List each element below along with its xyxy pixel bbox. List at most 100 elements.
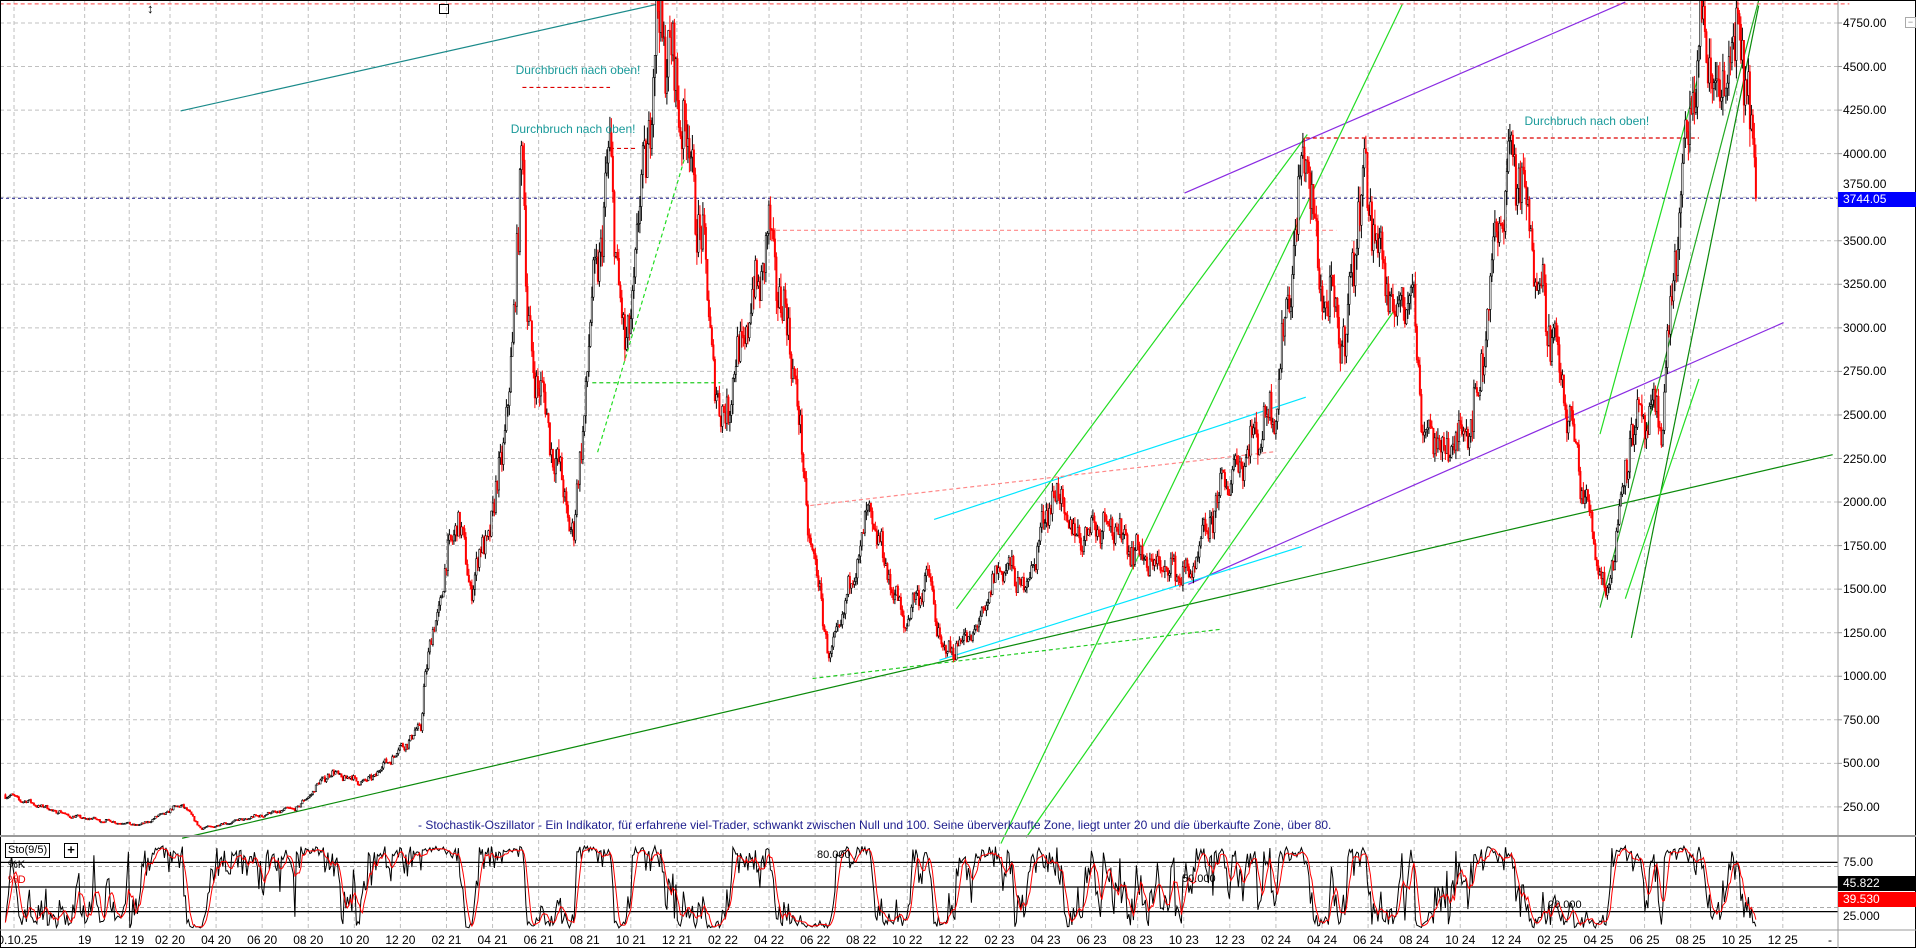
candle-body xyxy=(224,822,227,825)
candle-body xyxy=(1280,322,1283,370)
candle-body xyxy=(1696,60,1699,108)
plus-icon[interactable]: + xyxy=(64,843,78,858)
candle-body xyxy=(1699,0,1702,47)
candle-body xyxy=(17,796,20,801)
candle-body xyxy=(1516,187,1519,206)
candle-body xyxy=(1502,228,1505,232)
candle-body xyxy=(1130,547,1133,566)
candle-body xyxy=(1042,511,1045,524)
candle-body xyxy=(1591,511,1594,533)
candle-body xyxy=(1747,71,1750,96)
candle-body xyxy=(596,256,599,282)
candle-body xyxy=(536,375,539,389)
candle-body xyxy=(1519,167,1522,203)
candle-body xyxy=(470,585,473,601)
candle-body xyxy=(719,415,722,427)
candle-body xyxy=(1369,201,1372,216)
candle-body xyxy=(883,557,886,566)
candle-body xyxy=(590,296,593,323)
chart-annotation[interactable]: Durchbruch nach oben! xyxy=(1524,114,1650,129)
candle-body xyxy=(1496,231,1499,243)
candle-body xyxy=(1063,497,1066,514)
candle-body xyxy=(1486,309,1489,341)
candle-body xyxy=(461,526,464,529)
candle-body xyxy=(1739,23,1742,61)
up-down-arrow-icon[interactable]: ↕ xyxy=(147,1,154,16)
candle-body xyxy=(890,589,893,594)
chart-annotation[interactable]: Durchbruch nach oben! xyxy=(515,63,641,78)
candle-body xyxy=(1390,294,1393,296)
stochastic-title[interactable]: Sto(9/5) xyxy=(5,843,51,858)
candle-body xyxy=(973,629,976,634)
candle-body xyxy=(1201,524,1204,539)
candle-body xyxy=(931,581,934,591)
candle-body xyxy=(365,780,368,782)
candle-body xyxy=(1115,526,1118,530)
candle-body xyxy=(713,359,716,401)
trendline xyxy=(939,545,1303,661)
candle-body xyxy=(1732,36,1735,43)
candle-body xyxy=(1666,330,1669,368)
candle-body xyxy=(1175,576,1178,582)
candle-body xyxy=(1097,529,1100,534)
candle-body xyxy=(1079,537,1082,551)
candle-body xyxy=(1000,570,1003,573)
candle-body xyxy=(1256,433,1259,456)
candle-body xyxy=(293,808,296,811)
candle-body xyxy=(1435,437,1438,450)
candle-body xyxy=(724,411,727,424)
candle-body xyxy=(1318,267,1321,290)
price-tick-label: 1000.00 xyxy=(1843,669,1887,684)
candle-body xyxy=(904,627,907,629)
candle-body xyxy=(502,442,505,465)
candle-body xyxy=(1091,515,1094,518)
candle-body xyxy=(1001,571,1004,582)
candle-body xyxy=(514,304,517,307)
candle-body xyxy=(1253,421,1256,429)
candle-body xyxy=(1264,406,1267,417)
candle-body xyxy=(751,289,754,314)
time-axis-scroll[interactable]: - xyxy=(1828,933,1832,947)
candle-body xyxy=(1568,406,1571,422)
chart-annotation[interactable]: Durchbruch nach oben! xyxy=(510,122,636,137)
candle-body xyxy=(505,406,508,431)
candle-body xyxy=(674,58,677,91)
candle-body xyxy=(799,414,802,425)
minus-box-icon[interactable]: − xyxy=(1905,17,1916,28)
candle-body xyxy=(1324,301,1327,309)
candle-body xyxy=(1550,337,1553,362)
candle-body xyxy=(403,746,406,751)
candle-body xyxy=(742,334,745,339)
candle-body xyxy=(887,574,890,580)
candle-body xyxy=(1030,565,1033,579)
candle-body xyxy=(1523,170,1526,187)
legend-d: %D xyxy=(8,874,26,886)
candle-body xyxy=(8,795,11,798)
candle-body xyxy=(205,826,208,828)
candle-body xyxy=(757,281,760,287)
candle-body xyxy=(670,37,673,56)
candle-body xyxy=(1376,233,1379,254)
candle-body xyxy=(1693,92,1696,113)
candle-body xyxy=(188,809,191,813)
candle-body xyxy=(1006,563,1009,571)
square-handle-icon[interactable] xyxy=(439,4,449,14)
candle-body xyxy=(1186,559,1189,567)
candle-body xyxy=(353,775,356,778)
candle-body xyxy=(1273,421,1276,435)
candle-body xyxy=(616,252,619,259)
candle-body xyxy=(740,331,743,336)
candle-body xyxy=(1742,40,1745,106)
candle-body xyxy=(884,563,887,566)
candle-body xyxy=(1634,426,1637,435)
last-price-badge: 3744.05 xyxy=(1838,192,1916,207)
candle-body xyxy=(436,612,439,622)
candle-body xyxy=(1504,190,1507,232)
candle-body xyxy=(1283,317,1286,337)
candle-body xyxy=(529,315,532,322)
candle-body xyxy=(250,816,253,819)
candle-body xyxy=(1402,287,1405,308)
candle-body xyxy=(193,815,196,822)
candle-body xyxy=(499,452,502,458)
